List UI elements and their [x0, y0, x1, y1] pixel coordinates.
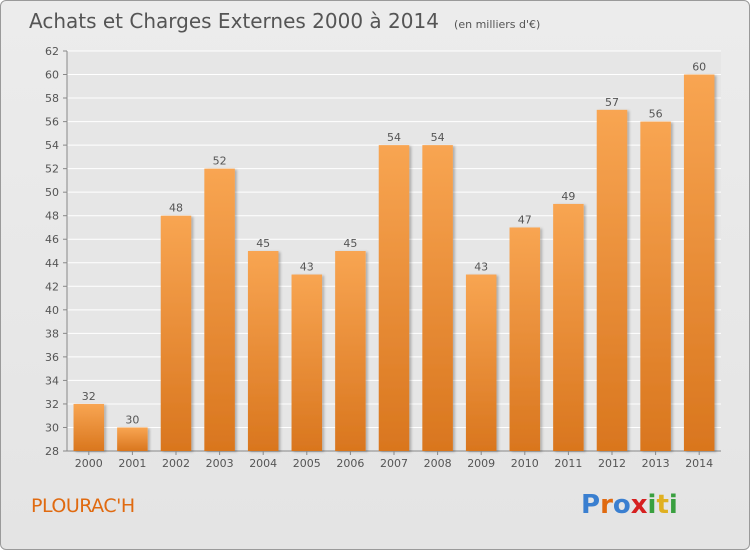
logo-letter: r: [600, 490, 613, 520]
bar-value-label: 32: [82, 390, 96, 403]
bar-value-label: 49: [561, 190, 575, 203]
bar: [117, 427, 148, 451]
bar-value-label: 47: [518, 213, 532, 226]
bar: [422, 145, 453, 451]
commune-name: PLOURAC'H: [31, 495, 135, 517]
bar-value-label: 52: [213, 155, 227, 168]
bar-value-label: 60: [692, 61, 706, 74]
x-tick-label: 2003: [206, 457, 234, 470]
bar: [247, 251, 279, 451]
chart-subtitle: (en milliers d'€): [454, 18, 541, 31]
x-tick-label: 2000: [75, 457, 103, 470]
chart-title-row: Achats et Charges Externes 2000 à 2014 (…: [29, 9, 540, 33]
x-tick-label: 2009: [467, 457, 495, 470]
bar: [73, 403, 105, 451]
x-tick-label: 2007: [380, 457, 408, 470]
bar-value-label: 45: [256, 237, 270, 250]
x-tick-label: 2004: [249, 457, 277, 470]
bar: [160, 215, 192, 451]
proxiti-logo: Proxiti: [581, 490, 678, 520]
bar-value-label: 45: [343, 237, 357, 250]
bar: [596, 109, 628, 451]
y-tick-label: 44: [45, 257, 59, 270]
y-tick-label: 52: [45, 163, 59, 176]
y-tick-label: 46: [45, 233, 59, 246]
bar: [683, 74, 715, 451]
bar-value-label: 30: [125, 413, 139, 426]
x-tick-label: 2011: [554, 457, 582, 470]
x-tick-label: 2008: [424, 457, 452, 470]
bar-value-label: 56: [649, 108, 663, 121]
bar: [465, 274, 497, 451]
bar-value-label: 54: [387, 131, 401, 144]
x-tick-label: 2010: [511, 457, 539, 470]
bar-value-label: 43: [300, 261, 314, 274]
y-tick-label: 30: [45, 421, 59, 434]
bar: [553, 203, 584, 451]
y-tick-label: 38: [45, 327, 59, 340]
bar: [640, 121, 671, 452]
bar-value-label: 54: [431, 131, 445, 144]
y-tick-label: 56: [45, 116, 59, 129]
bar: [335, 251, 366, 451]
y-tick-label: 40: [45, 304, 59, 317]
y-tick-label: 54: [45, 139, 59, 152]
logo-letter: x: [630, 490, 648, 520]
y-tick-label: 62: [45, 45, 59, 58]
x-tick-label: 2012: [598, 457, 626, 470]
x-tick-label: 2001: [118, 457, 146, 470]
bar: [204, 168, 235, 451]
x-tick-label: 2005: [293, 457, 321, 470]
y-tick-label: 34: [45, 374, 59, 387]
y-tick-label: 42: [45, 280, 59, 293]
y-tick-label: 48: [45, 210, 59, 223]
y-tick-label: 58: [45, 92, 59, 105]
logo-letter: P: [581, 490, 601, 520]
y-tick-label: 60: [45, 69, 59, 82]
bar: [378, 145, 410, 451]
x-tick-label: 2014: [685, 457, 713, 470]
y-tick-label: 32: [45, 398, 59, 411]
y-tick-label: 28: [45, 445, 59, 458]
x-tick-label: 2006: [336, 457, 364, 470]
bar-value-label: 43: [474, 261, 488, 274]
y-tick-label: 50: [45, 186, 59, 199]
x-tick-label: 2002: [162, 457, 190, 470]
x-tick-label: 2013: [642, 457, 670, 470]
y-tick-label: 36: [45, 351, 59, 364]
bar-value-label: 57: [605, 96, 619, 109]
logo-letter: i: [647, 490, 657, 520]
bar: [509, 227, 541, 451]
logo-letter: t: [656, 490, 669, 520]
chart-title: Achats et Charges Externes 2000 à 2014: [29, 9, 439, 33]
logo-letter: i: [668, 490, 678, 520]
bar-value-label: 48: [169, 202, 183, 215]
logo-letter: o: [612, 490, 631, 520]
bar: [291, 274, 323, 451]
